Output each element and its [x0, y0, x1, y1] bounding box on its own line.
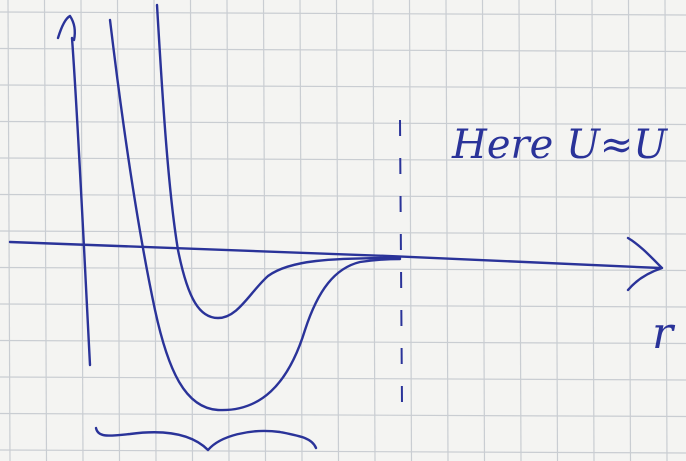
paper — [0, 0, 686, 461]
sketch: Here U≈U r — [0, 0, 686, 461]
annotation: Here U≈U — [451, 122, 668, 168]
x-axis-label: r — [652, 308, 676, 359]
